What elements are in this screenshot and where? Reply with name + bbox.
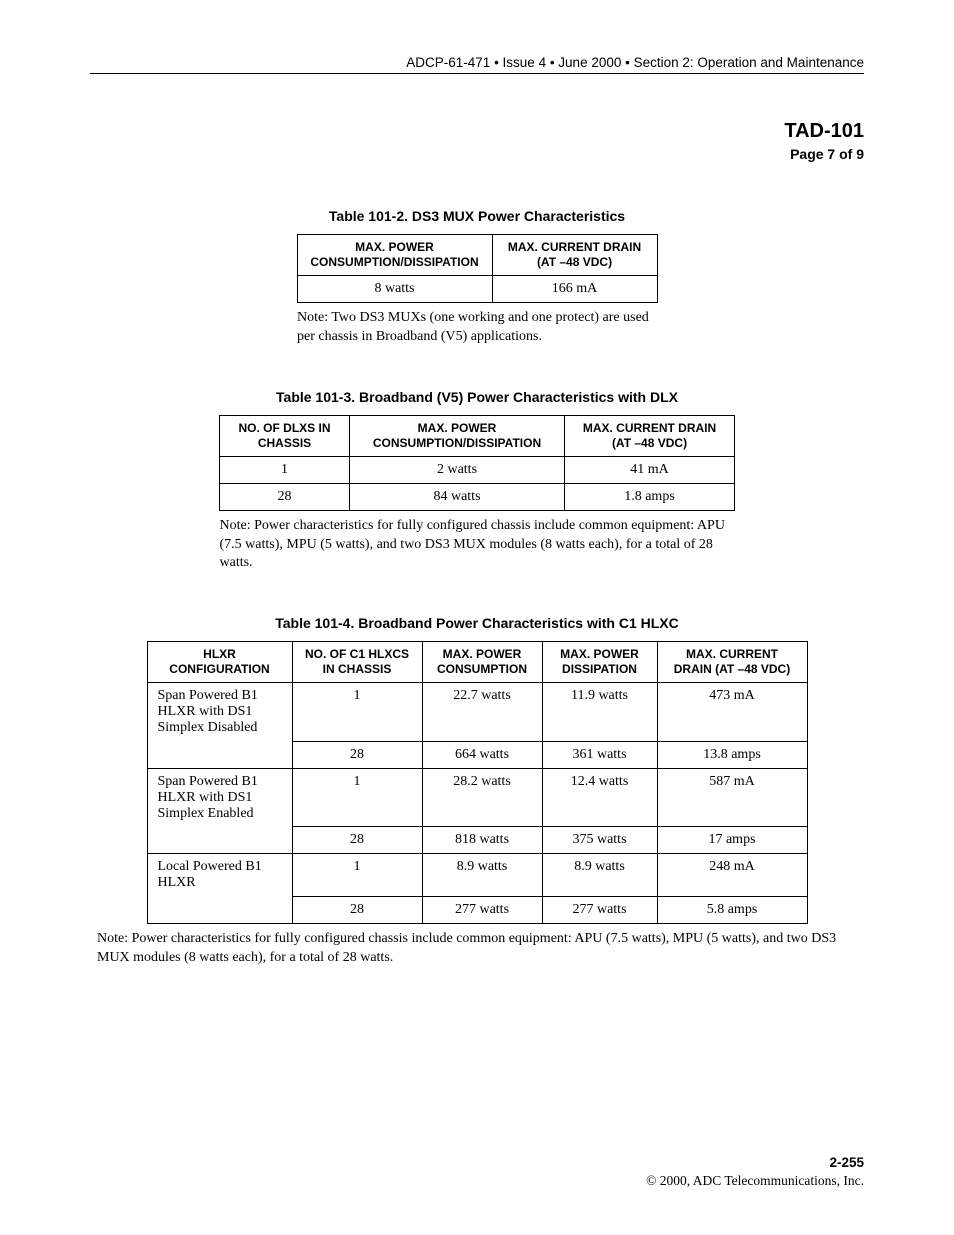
t4-h1: HLXR CONFIGURATION	[147, 642, 292, 683]
t4-g1r1c2: 1	[292, 683, 422, 742]
t4-g2r2c4: 375 watts	[542, 827, 657, 854]
tad-title: TAD-101	[90, 118, 864, 145]
t4-g2r2c5: 17 amps	[657, 827, 807, 854]
page-number: 2-255	[646, 1154, 864, 1172]
table-101-3-caption: Table 101-3. Broadband (V5) Power Charac…	[90, 389, 864, 405]
table-101-2: MAX. POWER CONSUMPTION/DISSIPATION MAX. …	[297, 234, 658, 303]
t4-g2r2c3: 818 watts	[422, 827, 542, 854]
t4-g3r1c5: 248 mA	[657, 854, 807, 897]
t3-h1: NO. OF DLXS IN CHASSIS	[220, 415, 350, 456]
t3-note: Note: Power characteristics for fully co…	[220, 517, 735, 574]
t4-g1r2c3: 664 watts	[422, 741, 542, 768]
table-101-4-caption: Table 101-4. Broadband Power Characteris…	[90, 615, 864, 631]
table-101-4: HLXR CONFIGURATION NO. OF C1 HLXCS IN CH…	[147, 641, 808, 924]
t4-g2r1c2: 1	[292, 768, 422, 827]
t4-g3-cont	[147, 896, 292, 923]
t4-g2-cont	[147, 827, 292, 854]
t4-g2r2c2: 28	[292, 827, 422, 854]
t2-r1c2: 166 mA	[492, 275, 657, 302]
t4-g3r1c4: 8.9 watts	[542, 854, 657, 897]
t3-r2c3: 1.8 amps	[565, 483, 735, 510]
t4-g2r1c5: 587 mA	[657, 768, 807, 827]
tad-page: Page 7 of 9	[90, 145, 864, 164]
t4-g1r2c4: 361 watts	[542, 741, 657, 768]
t2-r1c1: 8 watts	[297, 275, 492, 302]
t4-g3: Local Powered B1 HLXR	[147, 854, 292, 897]
t3-r2c1: 28	[220, 483, 350, 510]
page-footer: 2-255 © 2000, ADC Telecommunications, In…	[646, 1154, 864, 1190]
t4-g1r1c3: 22.7 watts	[422, 683, 542, 742]
t4-h5: MAX. CURRENT DRAIN (AT –48 VDC)	[657, 642, 807, 683]
t4-g1r2c5: 13.8 amps	[657, 741, 807, 768]
t4-note: Note: Power characteristics for fully co…	[97, 930, 857, 968]
t4-g2r1c3: 28.2 watts	[422, 768, 542, 827]
t4-g3r2c4: 277 watts	[542, 896, 657, 923]
t3-r1c2: 2 watts	[350, 456, 565, 483]
t4-g3r2c3: 277 watts	[422, 896, 542, 923]
t4-g1r1c4: 11.9 watts	[542, 683, 657, 742]
t3-r1c1: 1	[220, 456, 350, 483]
t4-h3: MAX. POWER CONSUMPTION	[422, 642, 542, 683]
tad-block: TAD-101 Page 7 of 9	[90, 118, 864, 164]
copyright: © 2000, ADC Telecommunications, Inc.	[646, 1172, 864, 1190]
t4-g1r2c2: 28	[292, 741, 422, 768]
t3-h3: MAX. CURRENT DRAIN (AT –48 VDC)	[565, 415, 735, 456]
t4-g1: Span Powered B1 HLXR with DS1 Simplex Di…	[147, 683, 292, 742]
header-text: ADCP-61-471 • Issue 4 • June 2000 • Sect…	[406, 55, 864, 70]
t4-g2r1c4: 12.4 watts	[542, 768, 657, 827]
t4-g1-cont	[147, 741, 292, 768]
t4-g1r1c5: 473 mA	[657, 683, 807, 742]
table-101-3: NO. OF DLXS IN CHASSIS MAX. POWER CONSUM…	[219, 415, 735, 511]
t4-g3r1c3: 8.9 watts	[422, 854, 542, 897]
t3-r2c2: 84 watts	[350, 483, 565, 510]
t4-h4: MAX. POWER DISSIPATION	[542, 642, 657, 683]
t3-r1c3: 41 mA	[565, 456, 735, 483]
t4-g3r1c2: 1	[292, 854, 422, 897]
table-101-2-caption: Table 101-2. DS3 MUX Power Characteristi…	[90, 208, 864, 224]
t4-g3r2c5: 5.8 amps	[657, 896, 807, 923]
page-header: ADCP-61-471 • Issue 4 • June 2000 • Sect…	[90, 55, 864, 74]
t2-note: Note: Two DS3 MUXs (one working and one …	[297, 309, 657, 347]
t2-h2: MAX. CURRENT DRAIN (AT –48 VDC)	[492, 234, 657, 275]
t4-g3r2c2: 28	[292, 896, 422, 923]
t2-h1: MAX. POWER CONSUMPTION/DISSIPATION	[297, 234, 492, 275]
t3-h2: MAX. POWER CONSUMPTION/DISSIPATION	[350, 415, 565, 456]
t4-g2: Span Powered B1 HLXR with DS1 Simplex En…	[147, 768, 292, 827]
t4-h2: NO. OF C1 HLXCS IN CHASSIS	[292, 642, 422, 683]
